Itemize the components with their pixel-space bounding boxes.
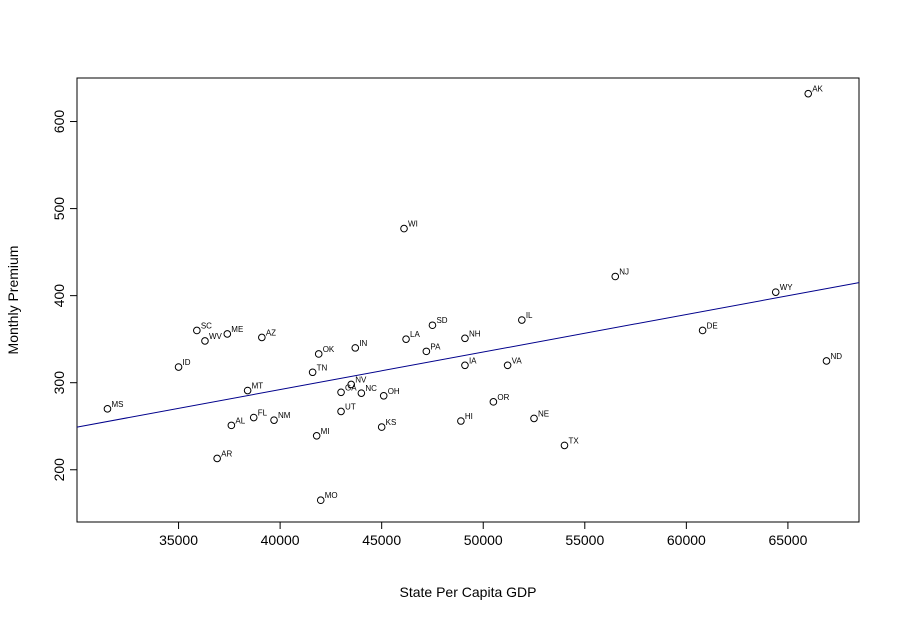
y-axis: 200 300 400 500 600 — [51, 110, 77, 482]
point-label: OR — [497, 393, 509, 402]
data-point — [316, 496, 325, 505]
point-label: IL — [526, 311, 533, 320]
x-axis: 35000 40000 45000 50000 55000 60000 65000 — [159, 522, 808, 548]
data-point — [337, 388, 345, 397]
fit-line — [76, 282, 860, 428]
data-point — [377, 423, 386, 431]
data-point — [227, 421, 236, 430]
y-tick-label: 200 — [51, 458, 67, 482]
data-point — [518, 316, 526, 324]
point-label: OK — [323, 345, 335, 354]
point-label: ND — [831, 352, 843, 361]
point-label: UT — [345, 402, 356, 411]
data-point — [402, 335, 410, 343]
point-label: ID — [183, 358, 191, 367]
x-tick-label: 60000 — [667, 532, 706, 548]
point-label: AL — [235, 416, 245, 425]
data-point — [258, 333, 266, 342]
point-label: NC — [365, 384, 377, 393]
data-points: AK WI NJ WY IL SD SC DE ME AZ LA NH WV IN PA OK ND IA VA ID… — [103, 85, 843, 505]
point-label: HI — [465, 412, 473, 421]
data-point — [560, 441, 569, 450]
point-label: AZ — [266, 328, 276, 337]
point-label: AK — [812, 85, 823, 94]
data-point — [357, 389, 366, 397]
data-point — [771, 288, 780, 296]
data-point — [213, 454, 221, 463]
data-point — [347, 380, 356, 389]
point-label: WI — [408, 220, 418, 229]
data-point — [611, 272, 620, 281]
data-point — [804, 89, 813, 98]
point-label: MS — [111, 400, 123, 409]
data-point — [461, 334, 469, 343]
point-label: KS — [386, 418, 397, 427]
point-label: NE — [538, 409, 549, 418]
data-point — [223, 330, 232, 338]
data-point — [351, 344, 360, 352]
point-label: MT — [252, 382, 264, 391]
point-label: IA — [469, 356, 477, 365]
plot-frame — [76, 77, 860, 523]
y-tick-label: 400 — [51, 284, 67, 308]
data-point — [489, 398, 498, 406]
data-point — [314, 350, 323, 358]
point-label: MO — [325, 491, 338, 500]
point-label: TN — [317, 363, 328, 372]
x-tick-label: 50000 — [464, 532, 503, 548]
y-tick-label: 500 — [51, 197, 67, 221]
y-tick-label: 600 — [51, 110, 67, 134]
data-point — [530, 414, 538, 423]
data-point — [400, 224, 408, 233]
data-point — [428, 321, 437, 330]
point-label: SD — [436, 316, 447, 325]
point-label: MI — [321, 427, 330, 436]
point-label: NJ — [619, 267, 629, 276]
x-tick-label: 35000 — [159, 532, 198, 548]
data-point — [822, 357, 831, 365]
point-label: PA — [430, 342, 441, 351]
point-label: TX — [568, 436, 579, 445]
point-label: NH — [469, 329, 481, 338]
x-tick-label: 45000 — [362, 532, 401, 548]
point-label: GA — [345, 383, 357, 392]
data-point — [201, 337, 209, 345]
point-label: LA — [410, 330, 420, 339]
point-label: SC — [201, 321, 212, 330]
point-label: WY — [780, 283, 794, 292]
data-point — [308, 368, 317, 377]
point-label: OH — [388, 387, 400, 396]
x-tick-label: 40000 — [261, 532, 300, 548]
y-axis-title: Monthly Premium — [5, 246, 21, 355]
data-point — [422, 347, 431, 356]
point-label: NM — [278, 411, 291, 420]
point-label: IN — [359, 339, 367, 348]
point-label: FL — [258, 409, 268, 418]
point-label: NV — [355, 375, 367, 384]
data-point — [337, 407, 345, 416]
data-point — [457, 417, 465, 425]
data-point — [174, 363, 183, 371]
point-label: AR — [221, 449, 232, 458]
data-point — [698, 326, 707, 335]
data-point — [379, 391, 388, 400]
x-axis-title: State Per Capita GDP — [400, 584, 537, 600]
data-point — [103, 405, 112, 413]
data-point — [270, 416, 278, 424]
point-label: VA — [512, 356, 523, 365]
data-point — [312, 432, 321, 440]
x-tick-label: 65000 — [768, 532, 807, 548]
data-point — [503, 361, 512, 370]
point-label: ME — [231, 325, 243, 334]
data-point — [461, 361, 469, 370]
data-point — [249, 413, 258, 422]
y-tick-label: 300 — [51, 371, 67, 395]
data-point — [193, 326, 201, 335]
point-label: WV — [209, 332, 223, 341]
data-point — [243, 386, 252, 395]
point-label: DE — [707, 321, 718, 330]
x-tick-label: 55000 — [565, 532, 604, 548]
